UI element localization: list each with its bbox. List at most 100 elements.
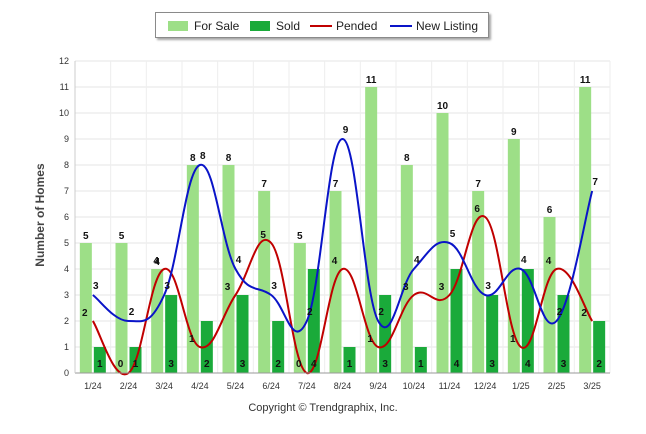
x-tick-label: 5/24 [227,381,245,391]
data-label-new-listing: 4 [236,255,242,266]
data-label-sold: 3 [240,359,246,370]
data-label-new-listing: 3 [93,281,99,292]
data-label-sold: 1 [97,359,103,370]
bar-for-sale [400,165,413,373]
x-tick-label: 1/24 [84,381,102,391]
data-label-sold: 2 [204,359,210,370]
data-label-sold: 4 [454,359,460,370]
bar-sold [593,321,606,373]
bar-for-sale [151,269,164,373]
data-label-pended: 3 [225,282,231,293]
data-label-pended: 1 [510,334,516,345]
y-tick-label: 7 [64,186,69,196]
y-tick-label: 11 [60,82,69,92]
data-label-for-sale: 8 [190,153,196,164]
bar-for-sale [472,191,485,373]
line-pended [91,215,594,376]
x-tick-label: 11/24 [439,381,461,391]
data-label-sold: 3 [168,359,174,370]
data-label-for-sale: 7 [261,179,267,190]
legend-swatch-pended [310,25,332,27]
x-tick-label: 4/24 [191,381,209,391]
data-label-pended: 2 [82,308,88,319]
bar-for-sale [115,243,128,373]
y-tick-label: 5 [64,238,69,248]
bar-sold [236,295,249,373]
data-label-new-listing: 2 [557,307,563,318]
data-label-for-sale: 7 [475,179,481,190]
legend-label-sold: Sold [276,19,301,33]
data-label-for-sale: 6 [547,205,553,216]
bar-sold [343,347,356,373]
bar-for-sale [186,165,199,373]
x-tick-label: 2/24 [120,381,138,391]
bar-sold [379,295,392,373]
y-tick-label: 8 [64,160,69,170]
x-tick-label: 9/24 [369,381,387,391]
data-label-pended: 0 [296,359,302,370]
data-label-new-listing: 3 [271,281,277,292]
bar-sold [486,295,499,373]
data-label-new-listing: 7 [592,177,598,188]
line-new-listing [92,137,594,333]
x-tick-label: 12/24 [474,381,497,391]
y-tick-label: 4 [64,264,69,274]
data-label-pended: 2 [581,308,587,319]
data-label-sold: 4 [525,359,531,370]
y-tick-label: 3 [64,290,69,300]
data-label-for-sale: 5 [119,231,125,242]
data-label-sold: 4 [311,359,317,370]
data-label-pended: 3 [439,282,445,293]
legend-label-new-listing: New Listing [416,19,479,33]
data-label-pended: 1 [189,334,195,345]
data-label-pended: 3 [403,282,409,293]
legend-label-for-sale: For Sale [194,19,240,33]
data-label-new-listing: 5 [450,229,456,240]
data-label-new-listing: 2 [307,307,313,318]
legend-label-pended: Pended [336,19,378,33]
data-label-for-sale: 4 [154,257,160,268]
copyright-text: Copyright © Trendgraphix, Inc. [248,402,398,414]
bar-for-sale [543,217,556,373]
lines [91,137,594,376]
x-tick-label: 8/24 [334,381,352,391]
x-tick-label: 2/25 [548,381,566,391]
data-label-for-sale: 7 [333,179,339,190]
data-label-for-sale: 5 [297,231,303,242]
y-tick-label: 12 [59,56,69,66]
data-label-new-listing: 8 [200,151,206,162]
bar-sold [414,347,427,373]
x-tick-label: 1/25 [512,381,530,391]
bar-sold [93,347,106,373]
y-tick-label: 0 [64,368,69,378]
data-label-pended: 5 [260,230,266,241]
data-label-pended: 4 [332,256,338,267]
x-tick-label: 3/25 [583,381,601,391]
y-tick-label: 6 [64,212,69,222]
data-label-sold: 2 [275,359,281,370]
data-label-sold: 1 [418,359,424,370]
bar-for-sale [79,243,92,373]
bar-for-sale [293,243,306,373]
bar-for-sale [365,87,378,373]
bar-sold [450,269,463,373]
data-label-for-sale: 9 [511,127,517,138]
y-tick-label: 10 [59,108,69,118]
x-tick-label: 10/24 [403,381,426,391]
data-label-sold: 3 [382,359,388,370]
data-label-for-sale: 11 [580,75,591,86]
data-label-sold: 3 [561,359,567,370]
data-label-for-sale: 10 [437,101,449,112]
data-label-sold: 1 [133,359,139,370]
y-tick-label: 9 [64,134,69,144]
legend: For Sale Sold Pended New Listing [155,12,489,38]
data-label-new-listing: 9 [343,125,349,136]
bar-for-sale [258,191,271,373]
legend-swatch-new-listing [390,25,412,27]
data-label-new-listing: 2 [378,307,384,318]
y-tick-label: 2 [64,316,69,326]
bar-for-sale [579,87,592,373]
data-label-pended: 0 [118,359,124,370]
